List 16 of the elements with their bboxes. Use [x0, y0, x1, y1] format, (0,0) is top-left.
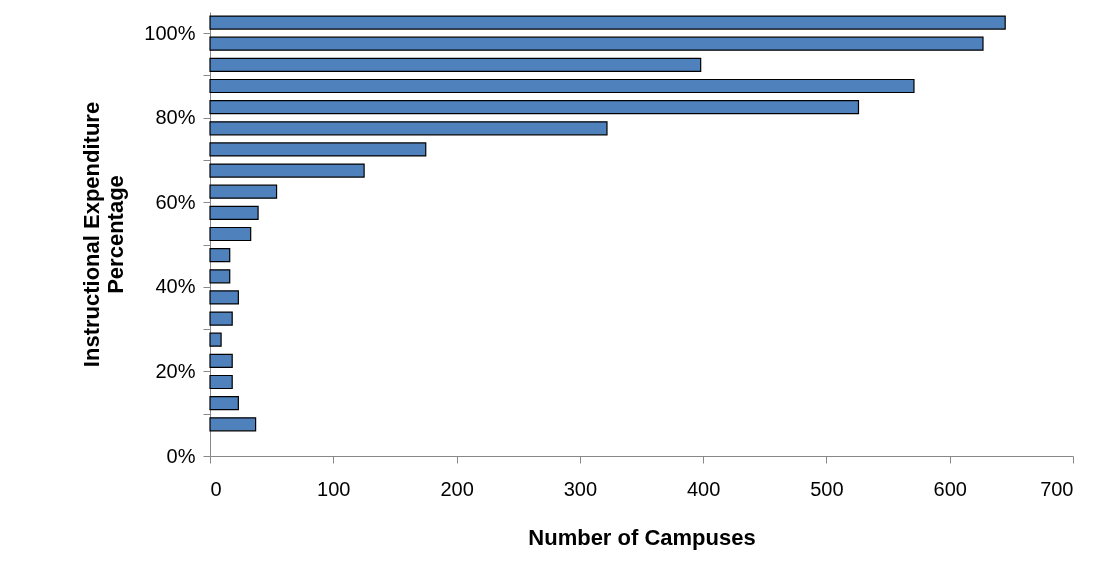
- y-tick-label: 60%: [155, 190, 196, 213]
- x-tick-label: 200: [440, 477, 474, 500]
- y-tick-label: 40%: [155, 275, 196, 298]
- x-tick-label: 0: [210, 477, 222, 500]
- y-tick-label: 100%: [144, 21, 196, 44]
- y-tick-label: 80%: [155, 106, 196, 129]
- y-tick-label: 20%: [155, 359, 196, 382]
- x-tick-label: 600: [933, 477, 967, 500]
- y-tick-label: 0%: [166, 444, 196, 467]
- x-tick-label: 500: [810, 477, 844, 500]
- x-tick-label: 700: [1040, 477, 1074, 500]
- y-axis-title: Instructional Expenditure Percentage: [79, 101, 129, 368]
- x-tick-label: 100: [317, 477, 351, 500]
- x-tick-label: 400: [686, 477, 721, 500]
- x-tick-label: 300: [563, 477, 598, 500]
- x-axis-title: Number of Campuses: [528, 524, 756, 550]
